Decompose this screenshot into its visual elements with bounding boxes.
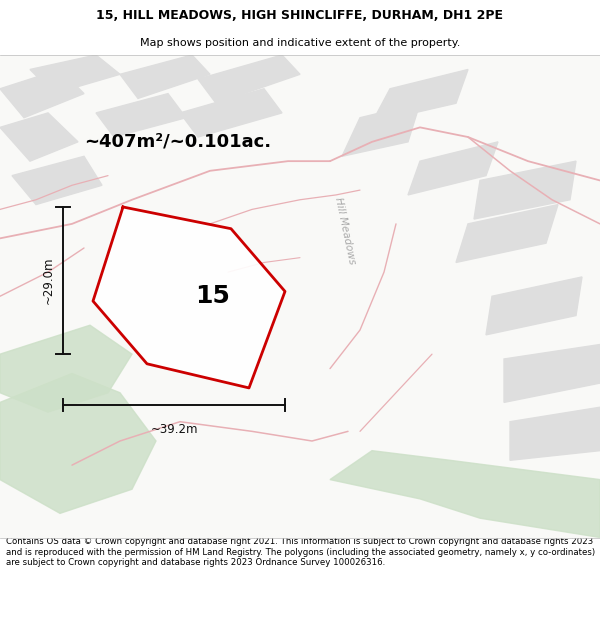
Polygon shape — [510, 408, 600, 460]
Text: ~39.2m: ~39.2m — [150, 423, 198, 436]
Text: Hill Meadows: Hill Meadows — [333, 197, 357, 266]
Polygon shape — [474, 161, 576, 219]
Polygon shape — [120, 55, 210, 98]
Polygon shape — [12, 156, 102, 204]
Text: 15: 15 — [196, 284, 230, 308]
Polygon shape — [504, 344, 600, 402]
Text: Contains OS data © Crown copyright and database right 2021. This information is : Contains OS data © Crown copyright and d… — [6, 538, 595, 568]
Text: ~29.0m: ~29.0m — [41, 257, 55, 304]
Polygon shape — [0, 69, 84, 118]
Polygon shape — [180, 89, 282, 137]
Text: Map shows position and indicative extent of the property.: Map shows position and indicative extent… — [140, 38, 460, 48]
Polygon shape — [486, 277, 582, 335]
Polygon shape — [372, 69, 468, 122]
Polygon shape — [93, 207, 285, 388]
Polygon shape — [0, 374, 156, 513]
Polygon shape — [330, 451, 600, 538]
Text: ~407m²/~0.101ac.: ~407m²/~0.101ac. — [84, 133, 271, 151]
Polygon shape — [408, 142, 498, 195]
Polygon shape — [96, 94, 186, 137]
Polygon shape — [456, 204, 558, 262]
Text: 15, HILL MEADOWS, HIGH SHINCLIFFE, DURHAM, DH1 2PE: 15, HILL MEADOWS, HIGH SHINCLIFFE, DURHA… — [97, 9, 503, 22]
Polygon shape — [198, 55, 300, 103]
Polygon shape — [0, 113, 78, 161]
Polygon shape — [30, 55, 120, 94]
Polygon shape — [342, 103, 420, 156]
Polygon shape — [0, 325, 132, 412]
